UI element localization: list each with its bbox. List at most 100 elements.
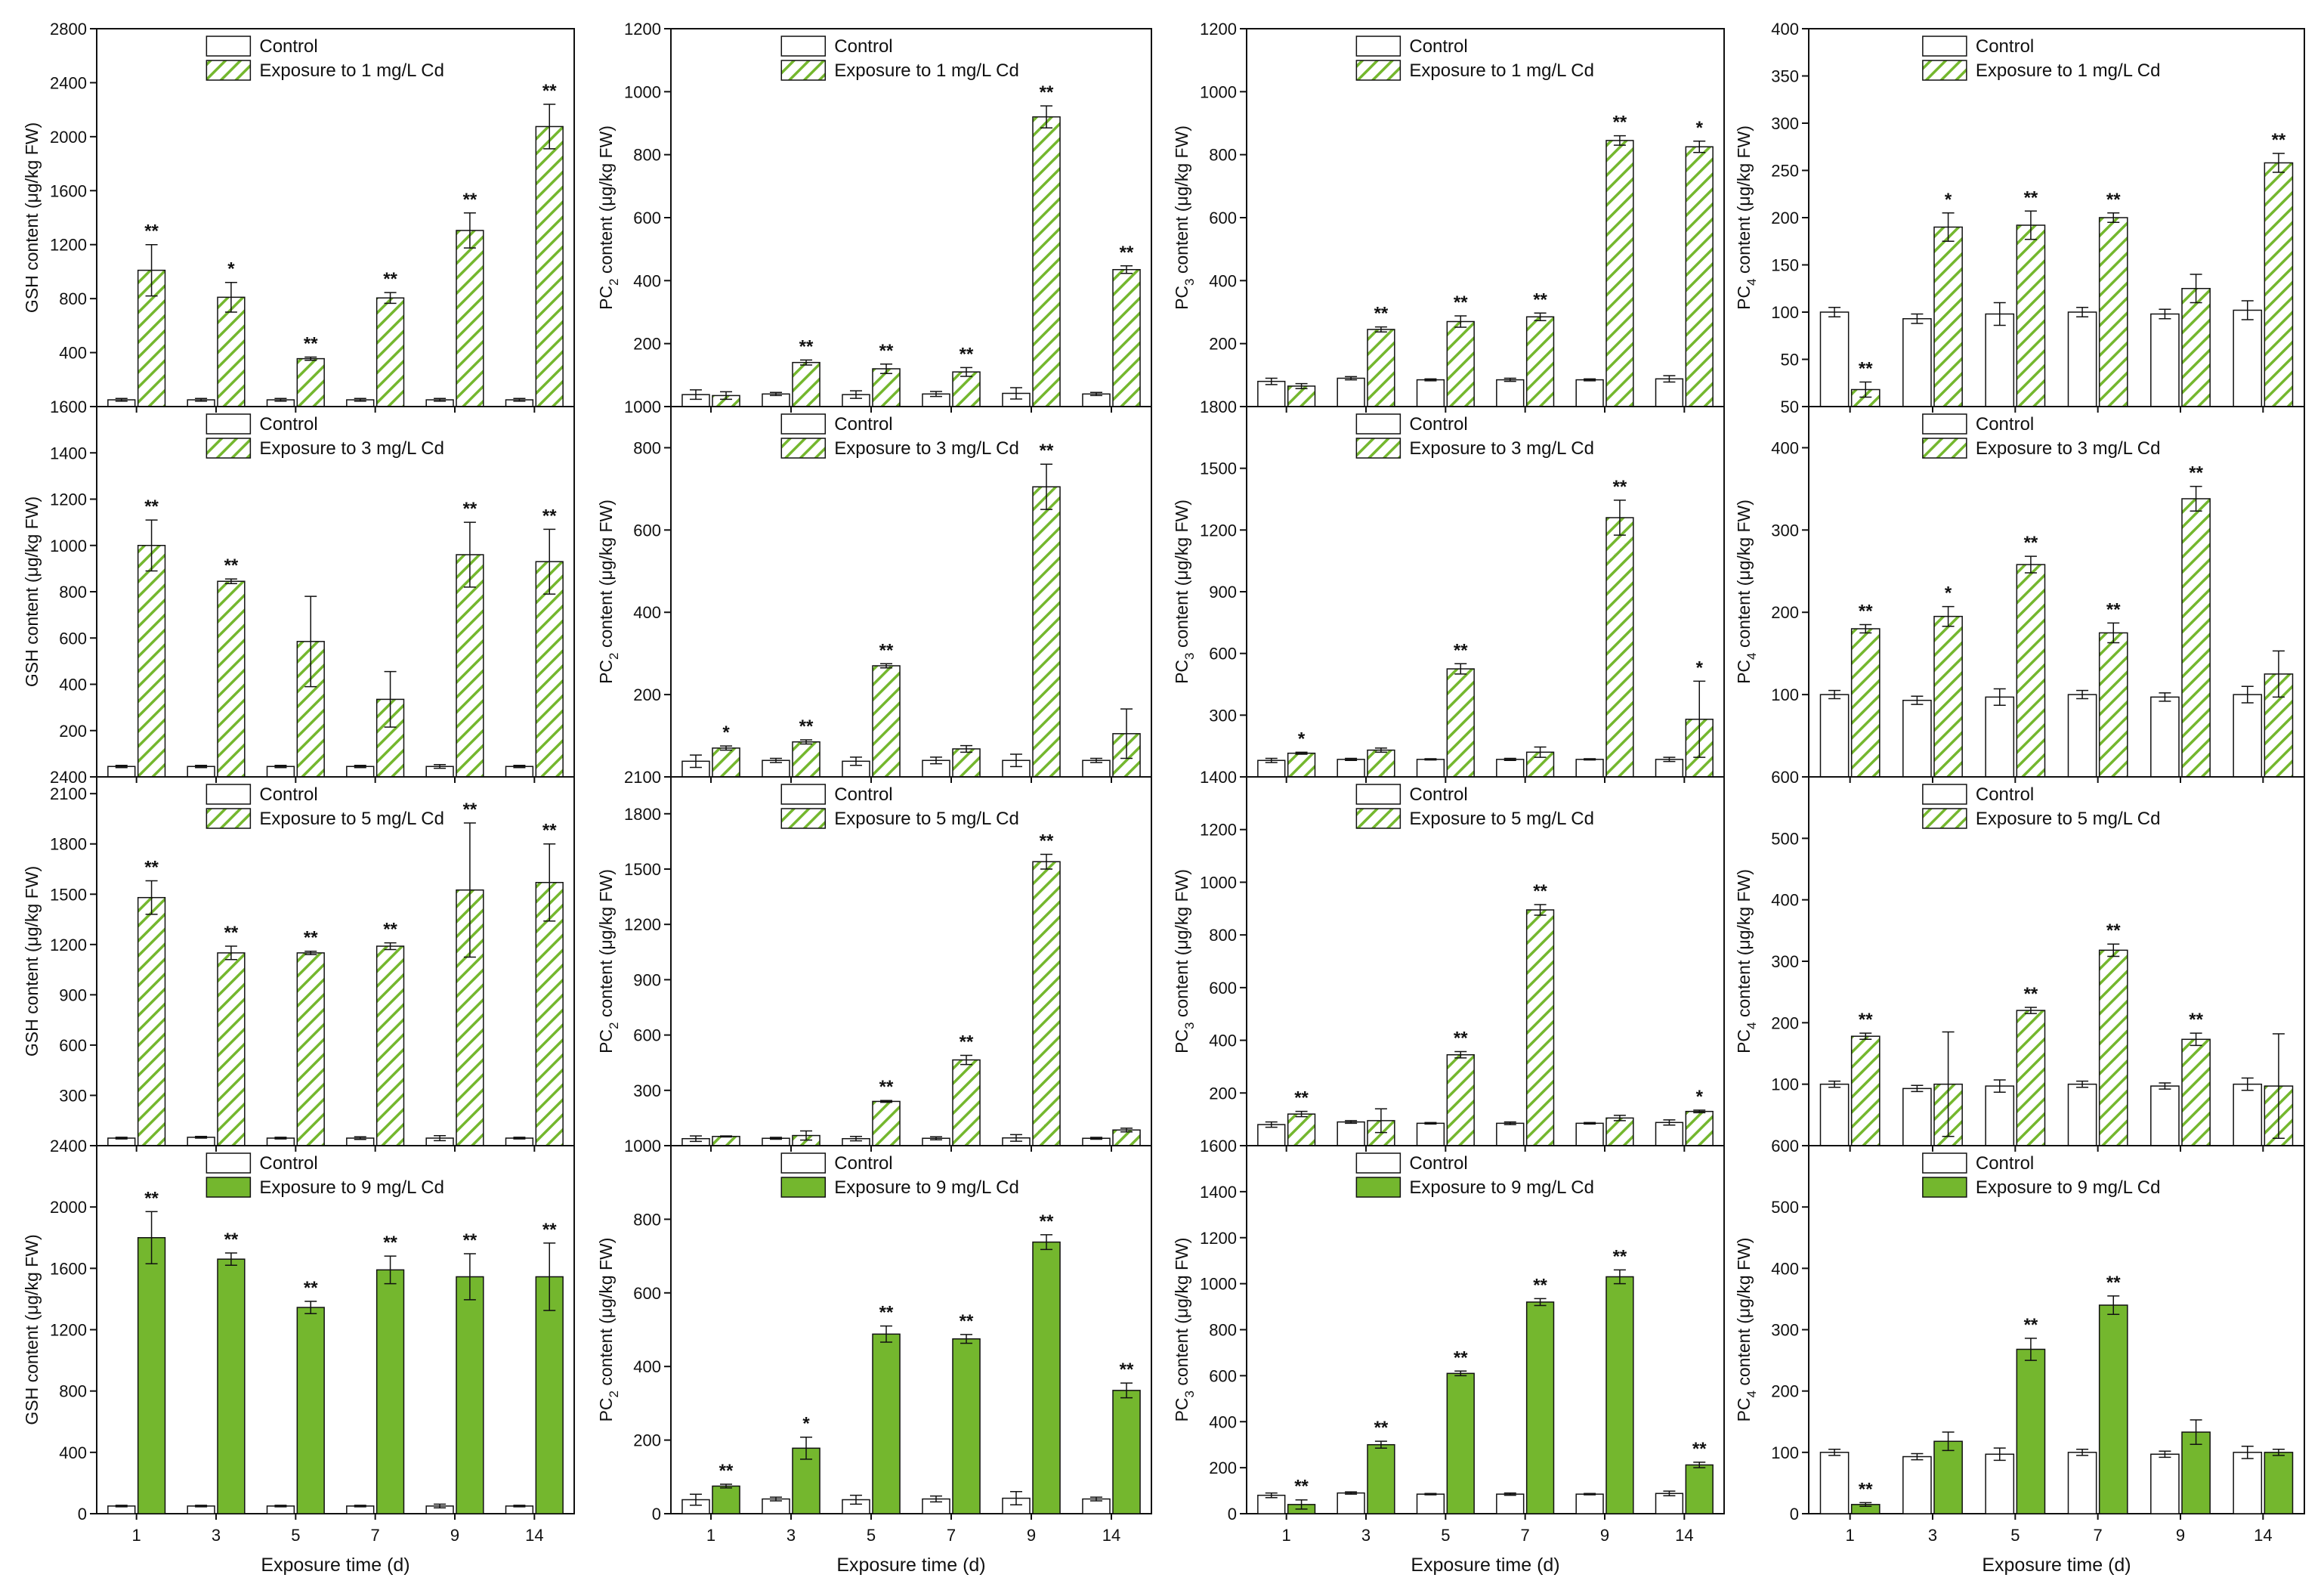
control-bar xyxy=(1655,1493,1684,1514)
y-tick-label: 400 xyxy=(1771,891,1799,910)
legend-label-treatment: Exposure to 3 mg/L Cd xyxy=(1409,438,1594,459)
chart-panel-r0-c0: 1600 400 800 1200 1600 2000 2400 2800 GSH conten… xyxy=(22,20,575,416)
legend-label-control: Control xyxy=(834,36,892,57)
significance-mark: ** xyxy=(224,923,239,943)
x-axis-label: Exposure time (d) xyxy=(836,1555,985,1576)
treatment-bar xyxy=(375,297,405,407)
legend: Control Exposure to 1 mg/L Cd xyxy=(206,36,444,81)
y-axis-label: GSH content (μg/kg FW) xyxy=(22,122,42,313)
control-bar xyxy=(1985,1085,2015,1146)
treatment-bar xyxy=(2016,1010,2046,1146)
treatment-bar xyxy=(2016,224,2046,407)
y-tick-label: 600 xyxy=(633,1284,661,1303)
treatment-bar xyxy=(456,230,484,407)
legend: Control Exposure to 1 mg/L Cd xyxy=(780,36,1019,81)
treatment-bar xyxy=(712,1485,740,1514)
control-bar xyxy=(2067,694,2097,778)
legend: Control Exposure to 9 mg/L Cd xyxy=(780,1152,1019,1198)
legend-label-treatment: Exposure to 3 mg/L Cd xyxy=(834,438,1019,459)
y-tick-label: 1600 xyxy=(50,181,87,200)
significance-mark: ** xyxy=(1040,441,1054,461)
treatment-bar xyxy=(456,554,484,778)
significance-mark: ** xyxy=(1040,1211,1054,1232)
plot-frame xyxy=(1246,28,1725,407)
legend: Control Exposure to 5 mg/L Cd xyxy=(206,784,444,829)
y-tick-label: 200 xyxy=(633,335,661,354)
y-tick-label: 1500 xyxy=(624,860,661,879)
chart-panel-r3-c2: 0 200 400 600 800 1000 1200 1400 PC3 content (μg… xyxy=(1172,1145,1725,1576)
x-tick-label: 1 xyxy=(1846,1526,1855,1545)
legend-label-control: Control xyxy=(1976,414,2034,435)
chart-panel-r3-c3: 0 100 200 300 400 500 PC4 content (μg/kg FW) 1 *… xyxy=(1734,1145,2305,1576)
legend-swatch-treatment xyxy=(1922,438,1967,459)
y-tick-label: 1000 xyxy=(1200,1275,1237,1294)
legend: Control Exposure to 5 mg/L Cd xyxy=(780,784,1019,829)
legend-label-control: Control xyxy=(1976,36,2034,57)
y-tick-label: 1000 xyxy=(624,398,661,416)
legend-label-control: Control xyxy=(1409,414,1467,435)
legend: Control Exposure to 5 mg/L Cd xyxy=(1922,784,2160,829)
treatment-bar xyxy=(1685,1464,1714,1514)
treatment-bar xyxy=(1112,1390,1141,1514)
significance-mark: ** xyxy=(719,1461,734,1481)
control-bar xyxy=(1337,759,1365,778)
x-tick-label: 3 xyxy=(212,1526,221,1545)
significance-mark: ** xyxy=(1613,1246,1627,1267)
significance-mark: ** xyxy=(383,269,397,289)
legend-label-control: Control xyxy=(1409,1153,1467,1174)
y-tick-label: 200 xyxy=(1771,603,1799,622)
y-axis-label: GSH content (μg/kg FW) xyxy=(22,497,42,687)
treatment-bar xyxy=(2016,1348,2046,1514)
treatment-bar xyxy=(2098,632,2128,778)
y-tick-label: 250 xyxy=(1771,162,1799,181)
treatment-bar xyxy=(137,896,166,1146)
y-tick-label: 400 xyxy=(633,603,661,622)
y-tick-label: 300 xyxy=(1209,706,1237,725)
legend-swatch-control xyxy=(1922,784,1967,805)
plot-frame xyxy=(670,28,1152,407)
treatment-bar xyxy=(1933,615,1963,778)
control-bar xyxy=(1819,1083,1850,1146)
treatment-bar xyxy=(1032,861,1061,1146)
significance-mark: ** xyxy=(463,1230,477,1251)
control-bar xyxy=(1575,1122,1604,1146)
legend-label-control: Control xyxy=(1976,1153,2034,1174)
significance-mark: ** xyxy=(304,1278,318,1298)
significance-mark: ** xyxy=(2272,130,2286,150)
control-bar xyxy=(2150,696,2180,778)
significance-mark: ** xyxy=(224,555,239,576)
y-tick-label: 1200 xyxy=(50,1321,87,1340)
legend-label-treatment: Exposure to 5 mg/L Cd xyxy=(1409,809,1594,829)
legend-swatch-treatment xyxy=(1355,60,1402,81)
plot-frame xyxy=(1246,1145,1725,1514)
y-tick-label: 2100 xyxy=(624,768,661,787)
legend-label-treatment: Exposure to 1 mg/L Cd xyxy=(834,60,1019,81)
legend: Control Exposure to 9 mg/L Cd xyxy=(1355,1152,1594,1198)
treatment-bar xyxy=(2016,564,2046,778)
control-bar xyxy=(1257,380,1286,407)
treatment-bar xyxy=(792,361,821,407)
legend: Control Exposure to 5 mg/L Cd xyxy=(1355,784,1594,829)
x-tick-label: 14 xyxy=(525,1526,543,1545)
significance-mark: ** xyxy=(1454,1347,1468,1368)
legend-swatch-control xyxy=(1922,1152,1967,1174)
plot-frame xyxy=(96,28,575,407)
plot-frame xyxy=(1808,1145,2305,1514)
y-tick-label: 2000 xyxy=(50,128,87,147)
legend-swatch-treatment xyxy=(206,1177,252,1198)
chart-panel-r2-c0: 2400 300 600 900 1200 1500 1800 2100 GSH content… xyxy=(22,776,575,1155)
x-tick-label: 1 xyxy=(706,1526,715,1545)
y-tick-label: 1600 xyxy=(1200,1137,1237,1155)
plot-frame xyxy=(96,406,575,778)
y-axis-label: GSH content (μg/kg FW) xyxy=(22,866,42,1056)
y-tick-label: 400 xyxy=(59,344,87,363)
y-tick-label: 1200 xyxy=(1200,1229,1237,1248)
y-tick-label: 400 xyxy=(59,676,87,695)
y-tick-label: 600 xyxy=(1771,768,1799,787)
significance-mark: ** xyxy=(1120,243,1134,263)
y-tick-label: 500 xyxy=(1771,1198,1799,1217)
y-tick-label: 200 xyxy=(1209,1084,1237,1103)
x-tick-label: 3 xyxy=(1361,1526,1371,1545)
significance-mark: ** xyxy=(463,190,477,210)
y-tick-label: 200 xyxy=(1209,1459,1237,1477)
